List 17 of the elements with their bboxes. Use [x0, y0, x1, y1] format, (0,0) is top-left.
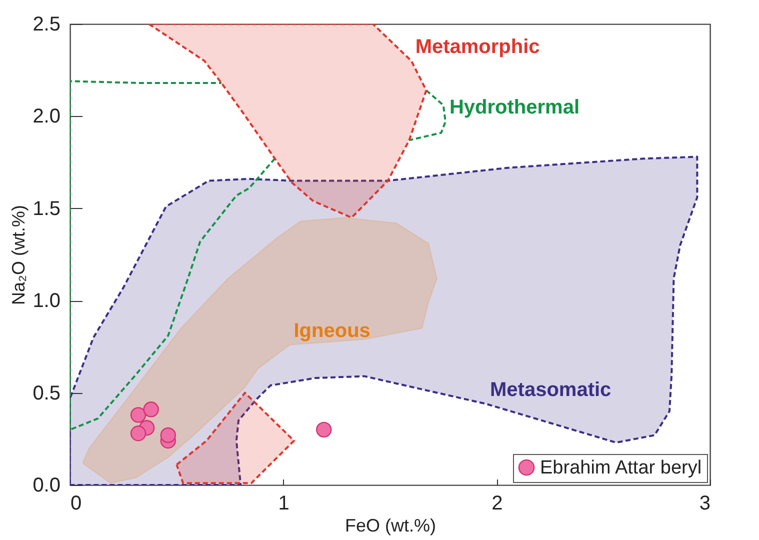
legend-label: Ebrahim Attar beryl — [540, 458, 702, 478]
y-tick-label: 1.5 — [32, 198, 60, 220]
annotation: Igneous — [294, 320, 370, 342]
x-tick-label: 1 — [278, 492, 290, 514]
y-tick-label: 2.5 — [32, 14, 60, 36]
annotation: Metasomatic — [490, 378, 612, 401]
x-tick-label: 2 — [492, 492, 503, 514]
x-tick-label: 3 — [699, 492, 710, 514]
y-tick-label: 0.5 — [32, 382, 60, 404]
y-axis-title: Na₂O (wt.%) — [8, 205, 29, 305]
annotation: Metamorphic — [415, 36, 540, 58]
annotation: Hydrothermal — [449, 96, 580, 119]
y-tick-label: 1.0 — [32, 290, 60, 312]
x-tick-label: 0 — [70, 492, 82, 514]
y-tick-label: 0.0 — [32, 474, 60, 496]
x-axis-title: FeO (wt.%) — [344, 516, 436, 536]
y-tick-label: 2.0 — [32, 106, 60, 128]
